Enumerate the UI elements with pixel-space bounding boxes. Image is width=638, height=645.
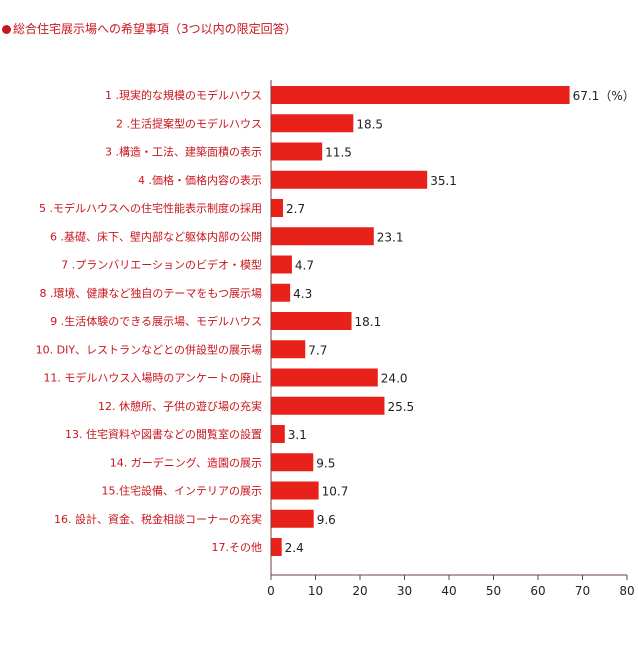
x-tick-label: 50: [486, 584, 501, 598]
value-label: 67.1（%）: [573, 89, 635, 103]
category-label: 10. DIY、レストランなどとの併設型の展示場: [36, 342, 262, 356]
chart-title-text: 総合住宅展示場への希望事項（3つ以内の限定回答）: [13, 22, 297, 36]
value-label: 4.7: [295, 259, 314, 273]
category-label: 1 .現実的な規模のモデルハウス: [105, 88, 262, 102]
value-label: 7.7: [308, 343, 327, 357]
bar: [271, 283, 291, 302]
bullet-dot-icon: [2, 25, 11, 34]
bar: [271, 142, 323, 161]
x-tick-label: 60: [530, 584, 545, 598]
value-label: 24.0: [381, 372, 408, 386]
bar: [271, 453, 314, 472]
bar: [271, 86, 570, 104]
x-tick-label: 10: [308, 584, 323, 598]
value-label: 3.1: [288, 428, 307, 442]
value-label: 9.5: [316, 456, 335, 470]
bar: [271, 114, 354, 133]
category-label: 5 .モデルハウスへの住宅性能表示制度の採用: [39, 201, 262, 215]
category-label: 6 .基礎、床下、壁内部など躯体内部の公開: [50, 229, 262, 243]
x-tick-label: 30: [397, 584, 412, 598]
bar: [271, 481, 319, 500]
value-label: 18.5: [356, 117, 383, 131]
bar: [271, 199, 284, 217]
bar: [271, 425, 285, 443]
bar: [271, 538, 282, 556]
value-label: 18.1: [355, 315, 382, 329]
category-label: 9 .生活体験のできる展示場、モデルハウス: [50, 314, 262, 328]
x-tick-label: 80: [619, 584, 634, 598]
category-label: 13. 住宅資料や図書などの閲覧室の設置: [65, 427, 262, 441]
bar: [271, 170, 428, 189]
bar: [271, 312, 352, 330]
value-label: 2.4: [285, 541, 304, 555]
x-tick-label: 70: [575, 584, 590, 598]
bar: [271, 227, 374, 246]
value-label: 25.5: [387, 400, 414, 414]
category-label: 11. モデルハウス入場時のアンケートの廃止: [43, 371, 262, 385]
value-label: 2.7: [286, 202, 305, 216]
value-label: 11.5: [325, 146, 352, 160]
x-tick-label: 20: [352, 584, 367, 598]
category-label: 16. 設計、資金、税金相談コーナーの充実: [54, 512, 262, 526]
value-label: 10.7: [322, 485, 349, 499]
bar: [271, 396, 385, 415]
category-label: 17.その他: [212, 541, 263, 554]
value-label: 35.1: [430, 174, 457, 188]
bar: [271, 340, 306, 359]
value-label: 23.1: [377, 230, 404, 244]
category-label: 8 .環境、健康など独自のテーマをもつ展示場: [39, 286, 262, 300]
value-label: 9.6: [317, 513, 336, 527]
x-tick-label: 40: [441, 584, 456, 598]
bar: [271, 368, 378, 387]
category-label: 3 .構造・工法、建築面積の表示: [105, 145, 262, 159]
x-tick-label: 0: [267, 584, 275, 598]
category-label: 14. ガーデニング、造園の展示: [110, 455, 262, 469]
category-label: 2 .生活提案型のモデルハウス: [116, 116, 262, 130]
category-label: 12. 休憩所、子供の遊び場の充実: [98, 399, 262, 413]
category-label: 15.住宅設備、インテリアの展示: [102, 484, 263, 498]
bar: [271, 255, 292, 274]
category-label: 4 .価格・価格内容の表示: [138, 173, 262, 187]
category-label: 7 .プランバリエーションのビデオ・模型: [61, 258, 262, 272]
chart-title: 総合住宅展示場への希望事項（3つ以内の限定回答）: [2, 20, 297, 37]
bar: [271, 509, 314, 528]
value-label: 4.3: [293, 287, 312, 301]
